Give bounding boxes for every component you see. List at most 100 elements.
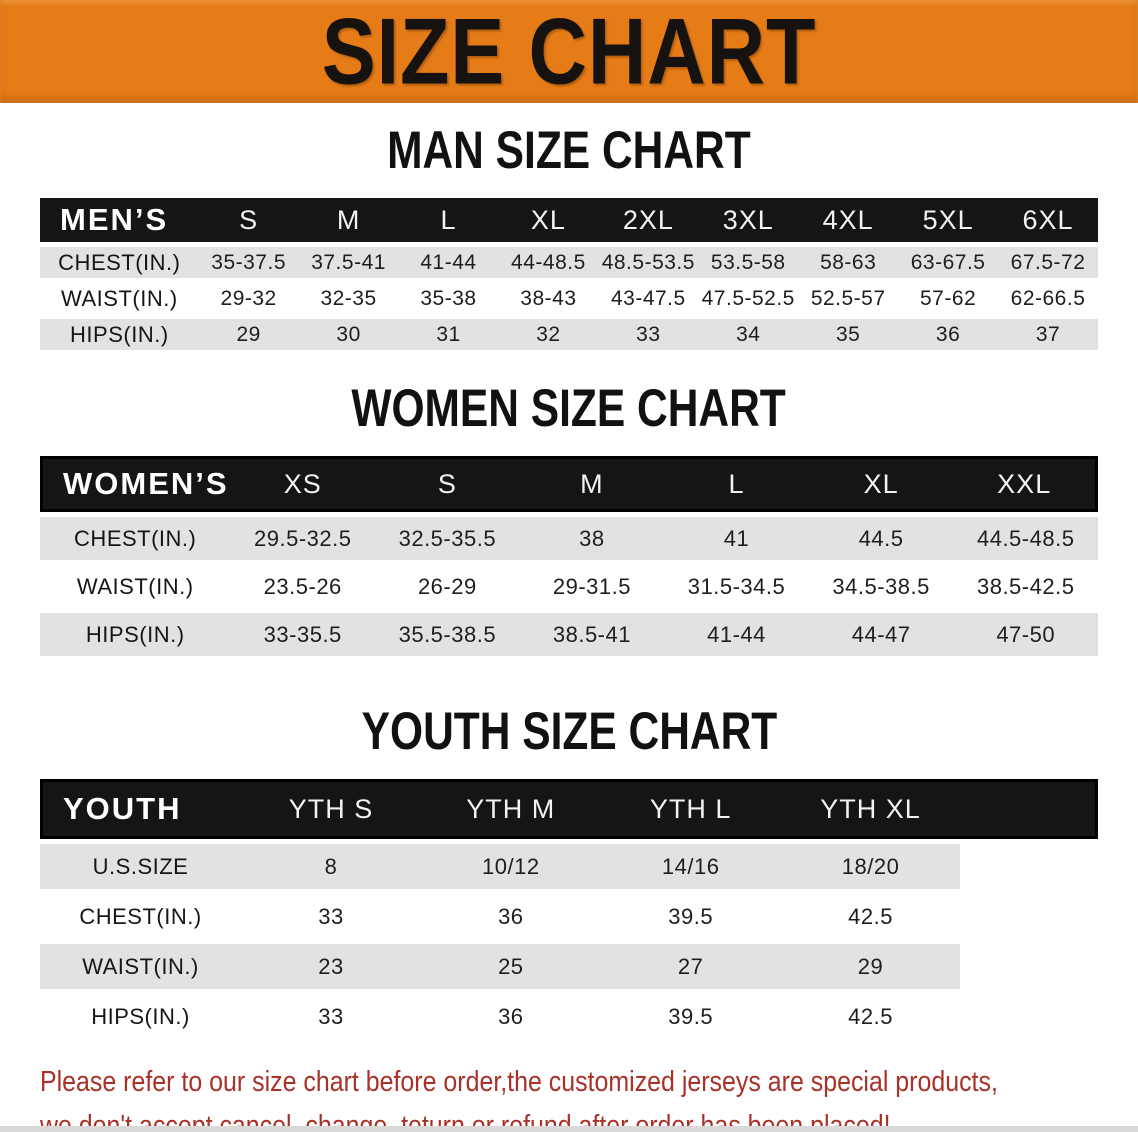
men-size-table: MEN’S S M L XL 2XL 3XL 4XL 5XL 6XL CHEST(IN.) 35-37… bbox=[40, 193, 1098, 355]
size-column-header: L bbox=[664, 456, 809, 512]
measurement-value: 37 bbox=[998, 319, 1098, 350]
men-section-heading: MAN SIZE CHART bbox=[0, 124, 1138, 177]
notice-line-1: Please refer to our size chart before or… bbox=[40, 1066, 998, 1098]
size-column-header: 5XL bbox=[898, 198, 999, 242]
measurement-value: 37.5-41 bbox=[298, 247, 399, 278]
measurement-value: 35-38 bbox=[398, 283, 499, 314]
measurement-value: 48.5-53.5 bbox=[598, 247, 699, 278]
measurement-value: 29-31.5 bbox=[519, 565, 665, 608]
size-column-header: YTH XL bbox=[780, 779, 961, 839]
measurement-value: 30 bbox=[298, 319, 399, 350]
size-column-header: 3XL bbox=[698, 198, 799, 242]
measurement-label: WAIST(IN.) bbox=[40, 944, 242, 989]
measurement-value: 47.5-52.5 bbox=[698, 283, 799, 314]
measurement-value: 53.5-58 bbox=[698, 247, 799, 278]
measurement-value: 33 bbox=[241, 994, 421, 1039]
section-youth: YOUTH SIZE CHART YOUTH YTH S YTH M YTH L YTH… bbox=[0, 701, 1138, 1044]
measurement-value: 29-32 bbox=[198, 283, 299, 314]
measurement-value: 26-29 bbox=[375, 565, 520, 608]
size-column-header: 2XL bbox=[598, 198, 699, 242]
measurement-value: 39.5 bbox=[600, 894, 781, 939]
size-column-header: YTH L bbox=[600, 779, 781, 839]
table-group-label: YOUTH bbox=[40, 779, 242, 839]
measurement-value: 38-43 bbox=[498, 283, 599, 314]
size-column-header: 6XL bbox=[998, 198, 1098, 242]
table-row: HIPS(IN.) 33-35.5 35.5-38.5 38.5-41 41-44 44-… bbox=[40, 613, 1098, 656]
section-women: WOMEN SIZE CHART WOMEN’S XS S M L XL XXL CHEST(… bbox=[0, 378, 1138, 661]
measurement-value: 47-50 bbox=[953, 613, 1098, 656]
measurement-value: 31 bbox=[398, 319, 499, 350]
measurement-value: 8 bbox=[241, 844, 421, 889]
size-column-header: S bbox=[375, 456, 520, 512]
measurement-label: WAIST(IN.) bbox=[40, 283, 199, 314]
table-row: WAIST(IN.) 29-32 32-35 35-38 38-43 43-47.5 47.… bbox=[40, 283, 1098, 314]
measurement-value: 14/16 bbox=[600, 844, 781, 889]
measurement-value: 44.5 bbox=[808, 517, 954, 560]
youth-section-heading: YOUTH SIZE CHART bbox=[0, 701, 1138, 761]
table-group-label: WOMEN’S bbox=[40, 456, 231, 512]
measurement-value: 39.5 bbox=[600, 994, 781, 1039]
section-men: MAN SIZE CHART MEN’S S M L XL 2XL 3XL 4XL 5XL 6XL… bbox=[0, 124, 1138, 355]
measurement-value: 23 bbox=[241, 944, 421, 989]
measurement-value: 62-66.5 bbox=[998, 283, 1098, 314]
measurement-value: 57-62 bbox=[898, 283, 999, 314]
header-spacer-cell bbox=[960, 779, 1098, 839]
table-header-row: MEN’S S M L XL 2XL 3XL 4XL 5XL 6XL bbox=[40, 198, 1098, 242]
measurement-label: WAIST(IN.) bbox=[40, 565, 231, 608]
table-header-row: WOMEN’S XS S M L XL XXL bbox=[40, 456, 1098, 512]
measurement-value: 34 bbox=[698, 319, 799, 350]
measurement-value: 29.5-32.5 bbox=[230, 517, 376, 560]
measurement-value: 41-44 bbox=[398, 247, 499, 278]
table-row: HIPS(IN.) 29 30 31 32 33 34 35 36 37 bbox=[40, 319, 1098, 350]
measurement-value: 35.5-38.5 bbox=[375, 613, 520, 656]
youth-section-heading-text: YOUTH SIZE CHART bbox=[361, 701, 777, 761]
measurement-label: HIPS(IN.) bbox=[40, 613, 231, 656]
measurement-value: 34.5-38.5 bbox=[808, 565, 954, 608]
row-spacer-cell bbox=[960, 994, 1098, 1039]
measurement-value: 27 bbox=[600, 944, 781, 989]
measurement-value: 63-67.5 bbox=[898, 247, 999, 278]
measurement-value: 35-37.5 bbox=[198, 247, 299, 278]
women-section-heading: WOMEN SIZE CHART bbox=[0, 378, 1138, 438]
measurement-value: 36 bbox=[420, 994, 601, 1039]
measurement-value: 52.5-57 bbox=[798, 283, 899, 314]
measurement-label: CHEST(IN.) bbox=[40, 894, 242, 939]
table-row: WAIST(IN.) 23 25 27 29 bbox=[40, 944, 1098, 989]
row-spacer-cell bbox=[960, 944, 1098, 989]
table-row: CHEST(IN.) 35-37.5 37.5-41 41-44 44-48.5 48.5… bbox=[40, 247, 1098, 278]
measurement-value: 38 bbox=[519, 517, 665, 560]
women-section-heading-text: WOMEN SIZE CHART bbox=[351, 378, 787, 438]
table-row: CHEST(IN.) 33 36 39.5 42.5 bbox=[40, 894, 1098, 939]
measurement-value: 31.5-34.5 bbox=[664, 565, 809, 608]
measurement-value: 67.5-72 bbox=[998, 247, 1098, 278]
measurement-value: 33 bbox=[598, 319, 699, 350]
size-column-header: S bbox=[198, 198, 299, 242]
measurement-value: 35 bbox=[798, 319, 899, 350]
size-column-header: YTH S bbox=[241, 779, 421, 839]
measurement-value: 43-47.5 bbox=[598, 283, 699, 314]
measurement-value: 29 bbox=[198, 319, 299, 350]
table-group-label: MEN’S bbox=[40, 198, 199, 242]
measurement-value: 18/20 bbox=[780, 844, 961, 889]
measurement-value: 41 bbox=[664, 517, 809, 560]
measurement-value: 44-47 bbox=[808, 613, 954, 656]
women-size-table: WOMEN’S XS S M L XL XXL CHEST(IN.) 29.5-32.5 32.5… bbox=[40, 451, 1098, 661]
measurement-value: 36 bbox=[420, 894, 601, 939]
row-spacer-cell bbox=[960, 844, 1098, 889]
measurement-value: 38.5-41 bbox=[519, 613, 665, 656]
measurement-value: 23.5-26 bbox=[230, 565, 376, 608]
measurement-value: 32.5-35.5 bbox=[375, 517, 520, 560]
table-row: CHEST(IN.) 29.5-32.5 32.5-35.5 38 41 44.5 44.5… bbox=[40, 517, 1098, 560]
footer-notice: Please refer to our size chart before or… bbox=[0, 1060, 1138, 1132]
measurement-label: HIPS(IN.) bbox=[40, 994, 242, 1039]
measurement-value: 10/12 bbox=[420, 844, 601, 889]
size-column-header: 4XL bbox=[798, 198, 899, 242]
measurement-value: 38.5-42.5 bbox=[953, 565, 1098, 608]
measurement-value: 42.5 bbox=[780, 994, 961, 1039]
page-title: SIZE CHART bbox=[321, 0, 817, 104]
size-column-header: XS bbox=[230, 456, 376, 512]
size-column-header: XL bbox=[808, 456, 954, 512]
measurement-label: U.S.SIZE bbox=[40, 844, 242, 889]
row-spacer-cell bbox=[960, 894, 1098, 939]
measurement-value: 33-35.5 bbox=[230, 613, 376, 656]
